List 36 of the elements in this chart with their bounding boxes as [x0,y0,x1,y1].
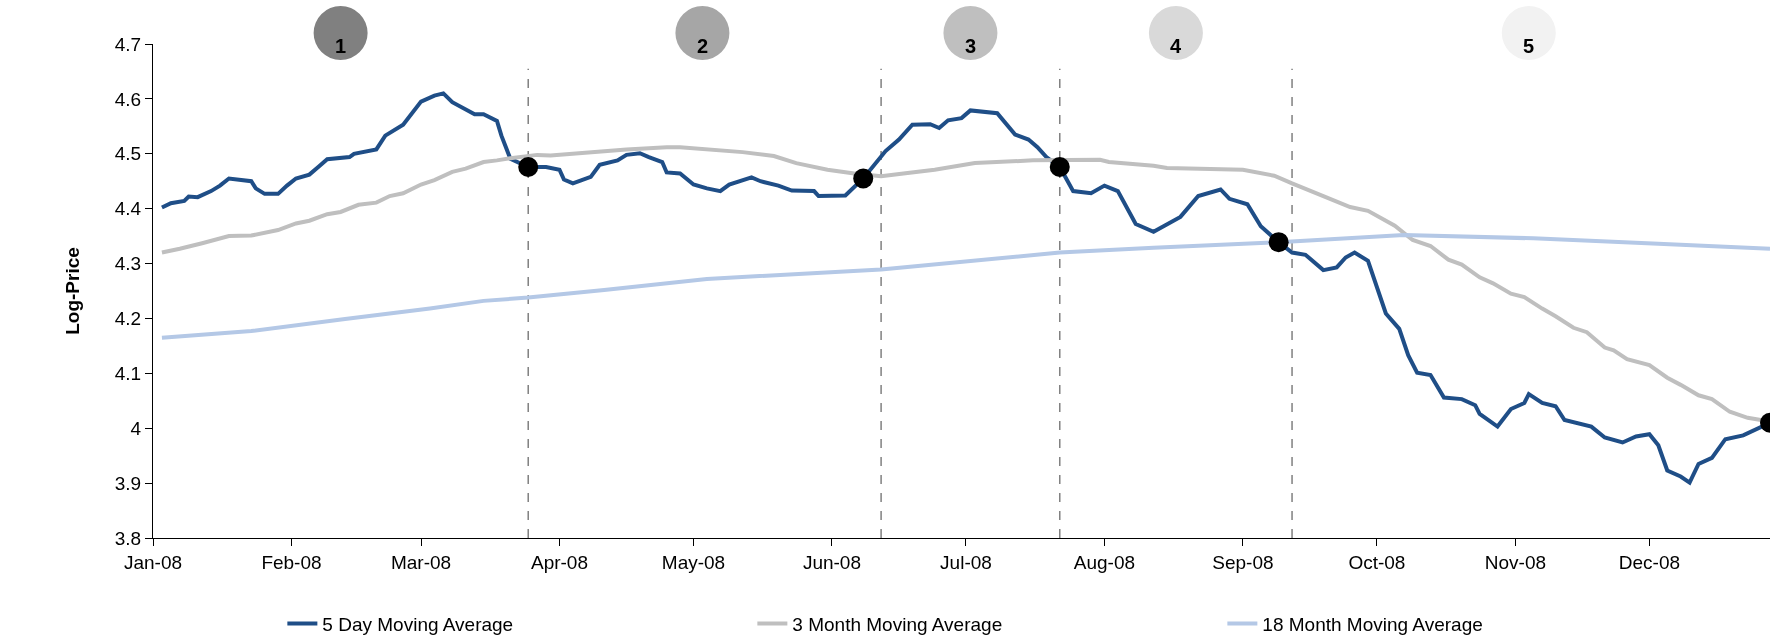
x-tick-label: Jul-08 [940,551,992,573]
x-tick-label: Apr-08 [530,551,588,573]
point [1049,156,1070,177]
x-tick-label: Feb-08 [261,551,322,573]
x-tick-label: Nov-08 [1484,551,1547,573]
y-axis-title: Log-Price [61,247,83,335]
y-tick-label: 4.5 [114,143,142,165]
y-tick-label: 4.4 [114,198,142,220]
x-tick-label: Jun-08 [802,551,862,573]
x-tick-label: Sep-08 [1212,551,1274,573]
legend-label: 18 Month Moving Average [1262,613,1483,635]
x-tick-label: Dec-08 [1618,551,1681,573]
point [518,156,539,177]
legend-label: 3 Month Moving Average [792,613,1003,635]
y-tick-label: 4.3 [114,253,142,275]
y-tick-label: 4.2 [114,308,142,330]
annotation: 1 [335,35,347,57]
y-tick-label: 3.8 [114,527,142,549]
y-tick-label: 3.9 [114,472,142,494]
x-tick-label: May-08 [661,551,726,573]
y-tick-label: 4 [130,417,142,439]
y-tick-label: 4.1 [114,362,142,384]
y-tick-label: 4.7 [114,33,142,55]
y-tick-label: 4.6 [114,88,142,110]
x-tick-label: Oct-08 [1348,551,1406,573]
x-tick-label: Mar-08 [390,551,452,573]
annotation: 3 [965,35,977,57]
x-tick-label: Jan-08 [123,551,183,573]
annotation: 5 [1523,35,1535,57]
annotation: 2 [697,35,709,57]
annotation: 4 [1170,35,1182,57]
line-series [159,233,1770,340]
point [1268,232,1289,253]
legend-label: 5 Day Moving Average [322,613,514,635]
x-tick-label: Aug-08 [1073,551,1136,573]
point [853,168,874,189]
